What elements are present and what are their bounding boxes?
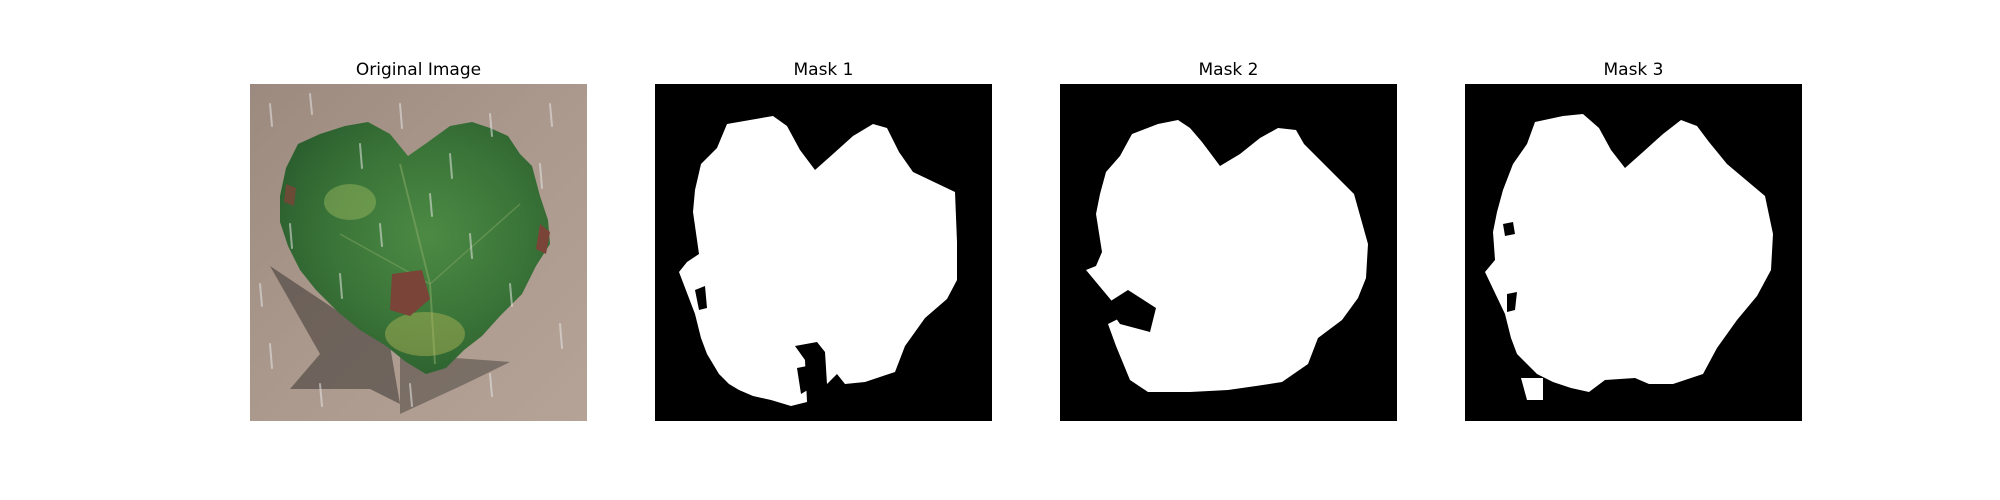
mask-2-image (1060, 84, 1397, 421)
panel-original-image: Original Image (250, 56, 587, 421)
original-leaf-photo (250, 84, 587, 421)
panel-mask-1: Mask 1 (655, 56, 992, 421)
panel-mask-2: Mask 2 (1060, 56, 1397, 421)
panel-mask-3: Mask 3 (1465, 56, 1802, 421)
panel-title-mask-3: Mask 3 (1603, 60, 1664, 80)
mask-3-image (1465, 84, 1802, 421)
panel-title-original-image: Original Image (355, 60, 482, 80)
panel-title-mask-2: Mask 2 (1198, 60, 1259, 80)
mask-1-image (655, 84, 992, 421)
panel-title-mask-1: Mask 1 (793, 60, 854, 80)
